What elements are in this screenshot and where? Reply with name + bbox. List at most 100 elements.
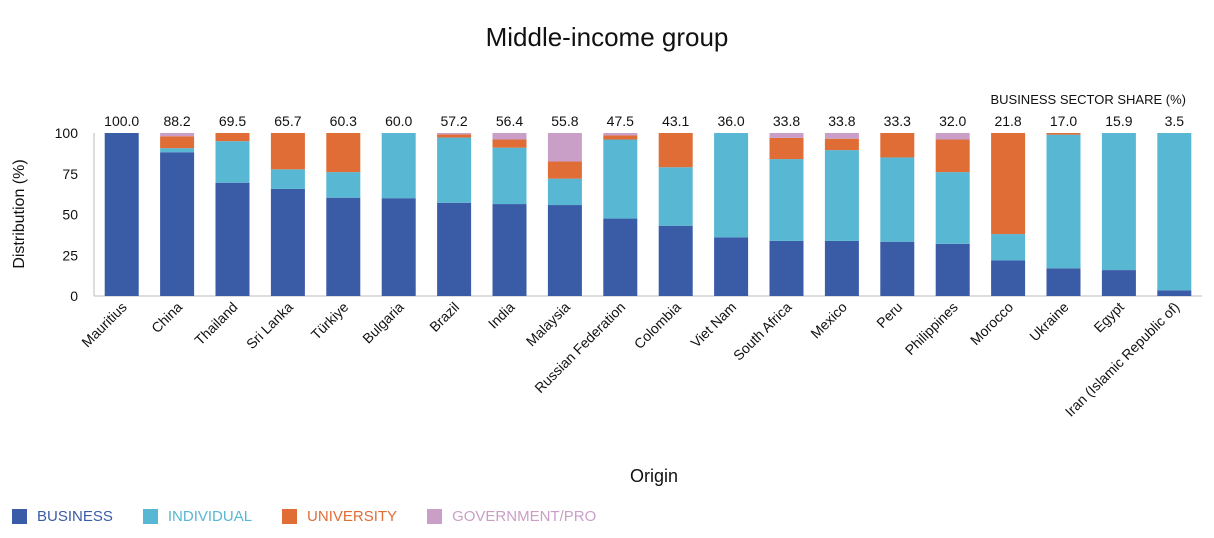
legend-swatch-university — [282, 509, 298, 524]
business-share-label: 100.0 — [104, 113, 139, 129]
x-tick-label: Bulgaria — [359, 299, 407, 347]
y-tick-label: 25 — [62, 247, 78, 263]
x-tick-label: Mexico — [807, 299, 850, 342]
x-tick-label: Philippines — [902, 299, 961, 358]
bar-segment-individual — [437, 137, 472, 203]
bar-segment-business — [603, 218, 638, 296]
x-tick-label: India — [485, 299, 518, 332]
bar-segment-business — [1046, 268, 1081, 296]
business-share-label: 15.9 — [1105, 113, 1132, 129]
bar-segment-individual — [160, 148, 195, 153]
bar-segment-individual — [880, 157, 915, 242]
legend-university: UNIVERSITY — [282, 508, 397, 525]
bar-segment-individual — [1157, 133, 1192, 291]
legend-label-university: UNIVERSITY — [307, 508, 398, 525]
top-labels: 100.0 88.2 69.5 65.7 60.3 60.0 57.2 56.4 55.8 47.… — [104, 113, 1184, 129]
y-axis-label: Distribution (%) — [11, 159, 28, 268]
bar-segment-university — [658, 133, 693, 168]
business-share-label: 3.5 — [1165, 113, 1185, 129]
legend-label-government: GOVERNMENT/PRO — [452, 508, 597, 525]
bar-segment-individual — [215, 141, 250, 183]
x-tick-label: Thailand — [191, 299, 240, 348]
bar-segment-business — [270, 188, 305, 296]
bar-segment-government-pro — [160, 133, 195, 137]
bar-segment-business — [381, 198, 416, 296]
bar-segment-university — [437, 134, 472, 138]
business-share-label: 33.3 — [884, 113, 911, 129]
bar-segment-university — [1046, 133, 1081, 135]
bar-segment-business — [1101, 270, 1136, 296]
bar-segment-individual — [991, 234, 1026, 261]
x-tick-label: China — [148, 299, 185, 336]
bar-segment-university — [935, 139, 970, 173]
bar-segment-business — [437, 202, 472, 296]
x-tick-label: Peru — [873, 299, 905, 331]
bar-segment-university — [991, 133, 1026, 235]
bar-segment-university — [270, 133, 305, 170]
bar-segment-business — [326, 197, 361, 296]
business-share-label: 56.4 — [496, 113, 523, 129]
bar-segment-university — [824, 138, 859, 151]
y-tick-label: 50 — [62, 207, 78, 223]
bar-segment-government-pro — [769, 133, 804, 138]
bar-segment-individual — [1101, 133, 1136, 271]
legend-swatch-government — [427, 509, 443, 524]
legend-swatch-individual — [142, 509, 158, 524]
bar-segment-individual — [935, 172, 970, 244]
bar-segment-business — [991, 260, 1026, 296]
bar-segment-government-pro — [603, 133, 638, 136]
y-tick-label: 75 — [62, 166, 78, 182]
bar-segment-business — [935, 243, 970, 296]
y-tick-label: 0 — [70, 288, 78, 304]
bar-segment-individual — [714, 133, 749, 238]
x-tick-label: Iran (Islamic Republic of) — [1062, 299, 1183, 420]
bar-segment-business — [824, 240, 859, 296]
business-share-label: 33.8 — [828, 113, 855, 129]
business-share-label: 55.8 — [551, 113, 578, 129]
legend-label-business: BUSINESS — [37, 508, 113, 525]
business-share-label: 88.2 — [163, 113, 190, 129]
bar-segment-business — [880, 241, 915, 296]
x-tick-label: Viet Nam — [687, 299, 739, 351]
bar-segment-business — [492, 204, 527, 296]
bar-segment-individual — [547, 178, 582, 206]
top-label-title: BUSINESS SECTOR SHARE (%) — [990, 92, 1186, 107]
legend-individual: INDIVIDUAL — [142, 508, 253, 525]
bar-segment-government-pro — [824, 133, 859, 139]
x-tick-label: Sri Lanka — [243, 299, 296, 352]
business-share-label: 32.0 — [939, 113, 966, 129]
business-share-label: 17.0 — [1050, 113, 1077, 129]
x-tick-labels: Mauritius China Thailand Sri Lanka Türkiye Bu… — [78, 299, 1182, 420]
bar-segment-individual — [326, 172, 361, 198]
bar-segment-university — [547, 161, 582, 179]
x-tick-label: Brazil — [426, 299, 462, 335]
bar-segment-university — [160, 136, 195, 149]
business-share-label: 65.7 — [274, 113, 301, 129]
bar-segment-university — [880, 133, 915, 158]
bar-segment-university — [326, 133, 361, 173]
bar-segment-business — [547, 205, 582, 296]
bar-segment-business — [160, 152, 195, 296]
business-share-label: 33.8 — [773, 113, 800, 129]
legend-label-individual: INDIVIDUAL — [167, 508, 253, 525]
bar-segment-government-pro — [437, 133, 472, 135]
legend-government: GOVERNMENT/PRO — [427, 508, 596, 525]
legend: BUSINESS INDIVIDUAL UNIVERSITY GOVERNMEN… — [12, 508, 626, 525]
x-tick-label: Mauritius — [78, 299, 129, 350]
bar-segment-university — [769, 137, 804, 160]
bar-segment-individual — [769, 159, 804, 241]
bar-segment-individual — [658, 167, 693, 226]
bar-segment-university — [492, 139, 527, 148]
bar-segment-university — [603, 135, 638, 140]
x-tick-label: Malaysia — [523, 299, 574, 350]
bar-segment-government-pro — [547, 133, 582, 162]
bar-segment-business — [104, 133, 139, 296]
legend-business: BUSINESS — [12, 508, 113, 525]
x-axis-label: Origin — [630, 466, 678, 486]
x-tick-label: Egypt — [1090, 299, 1127, 336]
x-tick-label: South Africa — [730, 299, 795, 364]
bar-segment-individual — [824, 150, 859, 241]
bar-segment-individual — [603, 139, 638, 219]
stacked-bar-chart: Middle-income group BUSINESS SECTOR SHAR… — [11, 22, 1202, 486]
business-share-label: 47.5 — [607, 113, 634, 129]
